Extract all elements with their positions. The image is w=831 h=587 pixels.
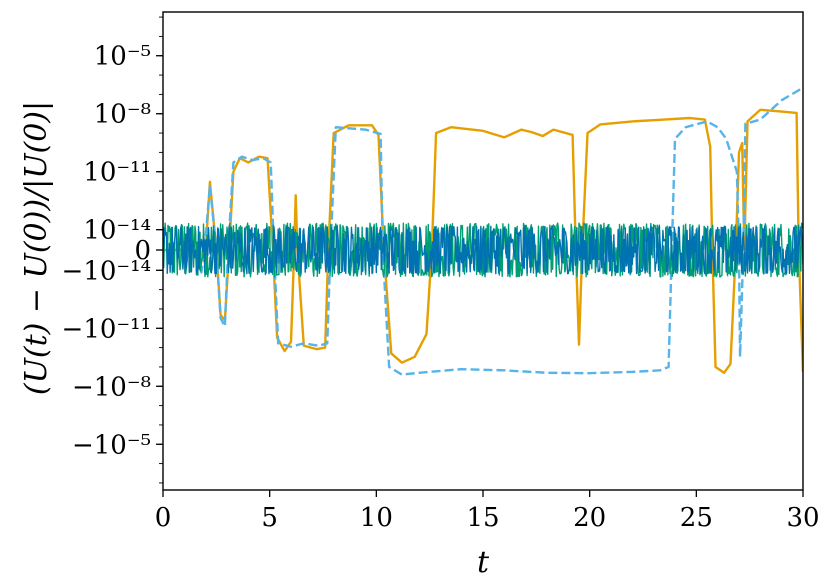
y-tick-label: 10⁻¹¹	[83, 158, 151, 188]
y-tick-label: 10⁻⁸	[94, 100, 151, 130]
y-tick-label: 10⁻¹⁴	[83, 216, 151, 246]
series-line-2	[163, 86, 803, 376]
x-tick-label: 20	[573, 503, 606, 533]
x-tick-label: 10	[360, 503, 393, 533]
y-tick-label: 10⁻⁵	[94, 42, 151, 72]
x-tick-label: 5	[261, 503, 278, 533]
x-tick-label: 0	[155, 503, 172, 533]
series-layer	[163, 86, 803, 376]
ticks-layer: 0 5 10 15 20 25 3010⁻⁵10⁻⁸10⁻¹¹10⁻¹⁴0−10⁻¹⁴−10…	[62, 16, 820, 533]
y-tick-label: −10⁻¹¹	[62, 314, 151, 344]
x-tick-label: 30	[786, 503, 819, 533]
y-tick-label: −10⁻¹⁴	[62, 256, 151, 286]
y-tick-label: 0	[134, 236, 151, 266]
y-tick-label: −10⁻⁸	[72, 372, 151, 402]
x-axis-label: t	[477, 545, 490, 580]
series-line-1	[163, 108, 803, 374]
x-tick-label: 15	[466, 503, 499, 533]
y-tick-label: −10⁻⁵	[72, 430, 151, 460]
y-axis-label: (U(t) − U(0))/|U(0)|	[19, 101, 54, 395]
x-tick-label: 25	[680, 503, 713, 533]
series-line-4	[163, 225, 803, 275]
